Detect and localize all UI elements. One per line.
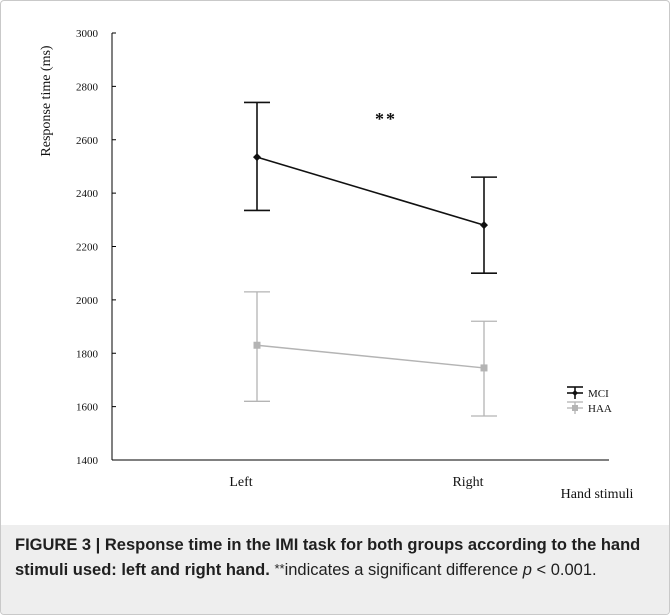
series-line <box>256 156 485 226</box>
legend-marker <box>572 390 578 396</box>
series-line <box>256 344 485 369</box>
series-mci <box>244 101 497 274</box>
data-point <box>253 341 261 349</box>
data-point <box>480 364 488 372</box>
significance-annotation: ** <box>375 109 397 129</box>
legend-item-mci: MCI <box>567 386 609 400</box>
y-tick-label: 1800 <box>76 348 99 360</box>
x-axis-label: Hand stimuli <box>561 487 634 502</box>
y-tick-label: 2400 <box>76 188 99 200</box>
legend-label: HAA <box>588 403 612 415</box>
y-tick-label: 2800 <box>76 81 99 93</box>
y-ticks: 1400 1600 1800 2000 2200 2400 2600 2800 3000 <box>76 28 116 467</box>
x-tick-label: Left <box>229 475 252 490</box>
y-tick-label: 3000 <box>76 28 99 40</box>
y-tick-label: 1400 <box>76 455 99 467</box>
x-ticks: Left Right <box>229 475 483 490</box>
caption-p-value: < 0.001. <box>531 561 597 579</box>
x-tick-label: Right <box>452 475 483 490</box>
y-tick-label: 1600 <box>76 402 99 414</box>
y-tick-label: 2200 <box>76 242 99 254</box>
caption-p-symbol: p <box>522 561 532 579</box>
chart: 1400 1600 1800 2000 2200 2400 2600 2800 3000 Lef… <box>39 28 634 502</box>
legend-label: MCI <box>588 388 609 400</box>
data-point <box>253 153 261 162</box>
plot-area: 1400 1600 1800 2000 2200 2400 2600 2800 3000 Lef… <box>1 1 669 525</box>
caption-label: FIGURE 3 | Response time in the IMI task… <box>15 536 641 579</box>
y-axis-label: Response time (ms) <box>39 45 54 157</box>
legend: MCI HAA <box>567 386 612 415</box>
series-haa <box>244 291 497 417</box>
caption-box: FIGURE 3 | Response time in the IMI task… <box>1 525 669 614</box>
y-tick-label: 2000 <box>76 295 99 307</box>
legend-item-haa: HAA <box>567 401 612 415</box>
legend-marker <box>572 405 578 411</box>
series-layer <box>244 101 497 417</box>
data-point <box>480 221 488 230</box>
figure-caption: FIGURE 3 | Response time in the IMI task… <box>15 534 655 582</box>
caption-note: indicates a significant difference <box>284 561 519 579</box>
caption-star: ** <box>274 561 285 576</box>
y-tick-label: 2600 <box>76 135 99 147</box>
